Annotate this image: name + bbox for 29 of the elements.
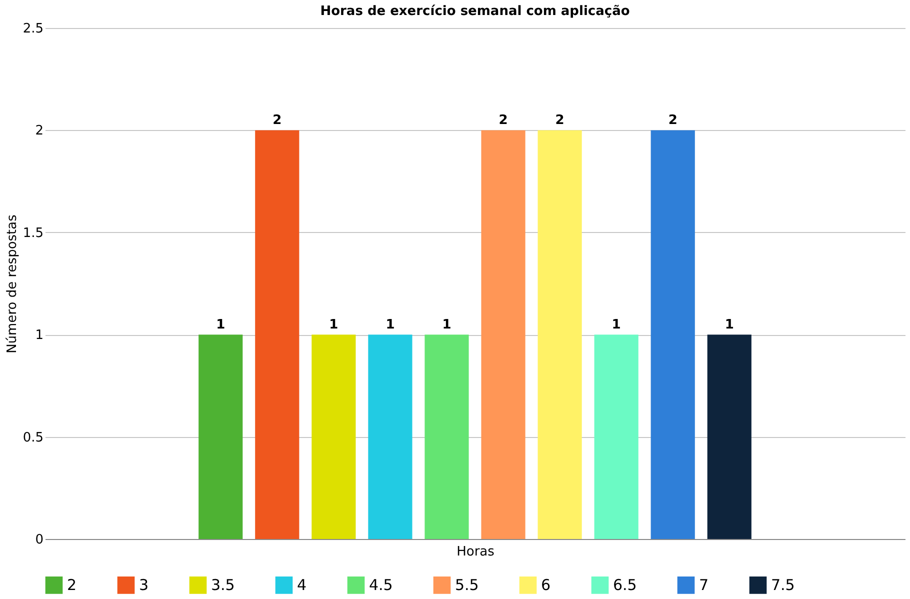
y-tick-label: 0.5 xyxy=(22,430,44,446)
y-tick-label: 2.5 xyxy=(22,22,44,36)
y-tick-label: 0 xyxy=(35,532,44,548)
legend-label: 7.5 xyxy=(771,576,795,594)
data-label: 2 xyxy=(555,113,564,128)
data-label: 1 xyxy=(386,318,395,333)
data-label: 1 xyxy=(724,318,734,333)
chart-title: Horas de exercício semanal com aplicação xyxy=(320,4,630,19)
legend-label: 6 xyxy=(541,576,551,594)
legend-label: 3 xyxy=(139,576,149,594)
legend-label: 4 xyxy=(297,576,307,594)
y-tick-label: 1.5 xyxy=(22,226,44,241)
y-tick-label: 2 xyxy=(35,124,44,139)
data-label: 1 xyxy=(216,318,226,333)
legend-label: 2 xyxy=(67,576,77,594)
y-axis-title: Número de respostas xyxy=(4,214,20,354)
data-label: 1 xyxy=(442,318,452,333)
legend-label: 6.5 xyxy=(613,576,637,594)
y-tick-label: 1 xyxy=(35,328,44,344)
legend-label: 7 xyxy=(699,576,709,594)
data-label: 1 xyxy=(612,318,621,333)
legend-label: 5.5 xyxy=(455,576,479,594)
data-label: 2 xyxy=(668,113,678,128)
legend-label: 3.5 xyxy=(211,576,235,594)
data-label: 2 xyxy=(498,113,508,128)
data-label: 2 xyxy=(272,113,282,128)
x-axis-title: Horas xyxy=(456,544,495,560)
legend-label: 4.5 xyxy=(369,576,393,594)
data-label: 1 xyxy=(329,318,338,333)
